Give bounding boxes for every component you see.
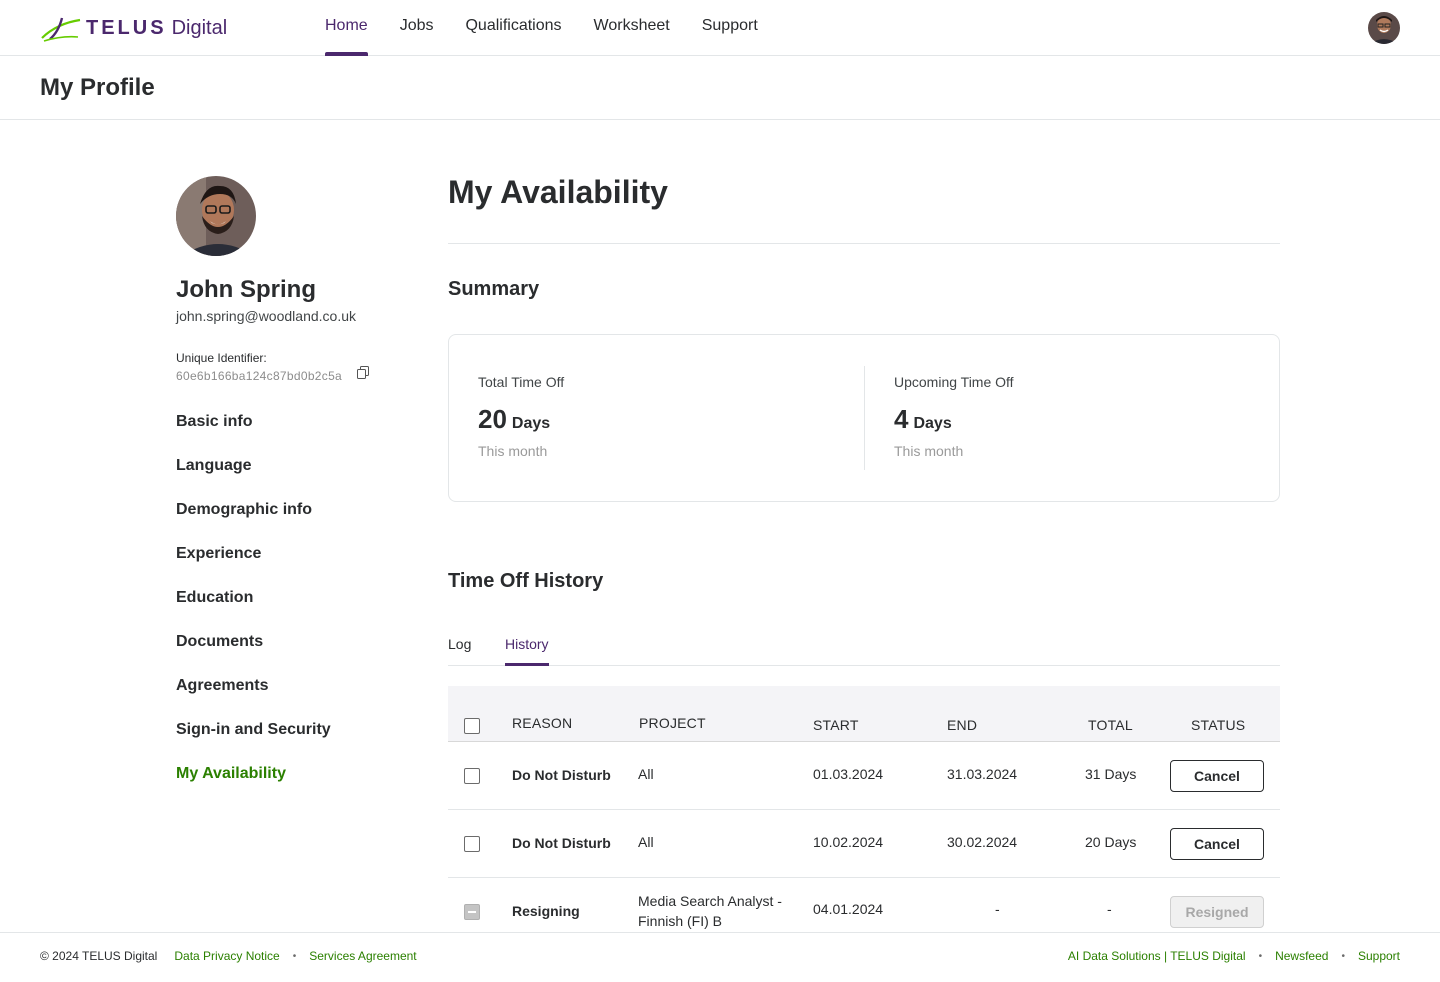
upcoming-time-off-stat: Upcoming Time Off 4 Days This month <box>894 374 1014 459</box>
footer-link-newsfeed[interactable]: Newsfeed <box>1275 949 1329 963</box>
table-row: Do Not Disturb All 10.02.2024 30.02.2024… <box>448 810 1280 878</box>
column-end: END <box>947 717 978 733</box>
main-title: My Availability <box>448 174 668 210</box>
tab-history[interactable]: History <box>505 636 549 666</box>
footer: © 2024 TELUS Digital Data Privacy Notice… <box>0 932 1440 982</box>
table-row: Do Not Disturb All 01.03.2024 31.03.2024… <box>448 742 1280 810</box>
avatar <box>1368 12 1400 44</box>
column-total: TOTAL <box>1088 717 1133 733</box>
stat-unit: Days <box>511 415 551 432</box>
cell-start: 10.02.2024 <box>813 834 884 850</box>
stat-value: 20 Days <box>478 404 564 435</box>
cell-total: 31 Days <box>1085 766 1137 782</box>
row-checkbox[interactable] <box>464 768 480 784</box>
cancel-button[interactable]: Cancel <box>1170 828 1264 860</box>
unique-identifier-label: Unique Identifier: <box>176 351 267 365</box>
telus-logo-icon <box>41 17 81 42</box>
summary-title: Summary <box>448 278 540 300</box>
avatar <box>176 176 256 256</box>
column-status: STATUS <box>1191 717 1246 733</box>
nav-jobs[interactable]: Jobs <box>399 17 434 34</box>
cancel-button[interactable]: Cancel <box>1170 760 1264 792</box>
sidebar-item-basic-info[interactable]: Basic info <box>176 413 253 430</box>
stat-label: Upcoming Time Off <box>894 374 1014 390</box>
cell-start: 04.01.2024 <box>813 901 884 917</box>
sidebar-item-sign-in-security[interactable]: Sign-in and Security <box>176 721 331 738</box>
sidebar-item-agreements[interactable]: Agreements <box>176 677 269 694</box>
time-off-history-title: Time Off History <box>448 570 604 592</box>
stat-label: Total Time Off <box>478 374 565 390</box>
row-checkbox[interactable] <box>464 904 480 920</box>
unique-identifier-value: 60e6b166ba124c87bd0b2c5a <box>176 369 343 383</box>
summary-card: Total Time Off 20 Days This month Upcomi… <box>448 334 1280 502</box>
cell-reason: Resigning <box>512 903 580 919</box>
cell-start: 01.03.2024 <box>813 766 884 782</box>
nav-worksheet[interactable]: Worksheet <box>593 17 670 34</box>
sidebar-item-language[interactable]: Language <box>176 457 252 474</box>
row-checkbox[interactable] <box>464 836 480 852</box>
footer-right: AI Data Solutions | TELUS Digital • News… <box>1068 949 1400 963</box>
copyright: © 2024 TELUS Digital <box>40 949 158 963</box>
resigned-status-button: Resigned <box>1170 896 1264 928</box>
footer-link-data-privacy[interactable]: Data Privacy Notice <box>174 949 280 963</box>
cell-total: - <box>1107 901 1112 917</box>
profile-avatar <box>176 176 256 256</box>
history-tabs: Log History <box>448 630 1280 666</box>
sidebar-item-demographic-info[interactable]: Demographic info <box>176 501 313 518</box>
logo-wordmark: TELUS <box>86 16 167 39</box>
footer-link-ai-data-solutions[interactable]: AI Data Solutions | TELUS Digital <box>1067 949 1246 963</box>
cell-project: All <box>638 766 654 782</box>
sidebar-item-experience[interactable]: Experience <box>176 545 262 562</box>
tab-log[interactable]: Log <box>448 636 472 652</box>
column-start: START <box>813 717 859 733</box>
sidebar-item-my-availability[interactable]: My Availability <box>176 765 286 782</box>
footer-link-support[interactable]: Support <box>1357 949 1400 963</box>
column-reason: REASON <box>512 715 573 731</box>
profile-sidebar-menu: Basic info Language Demographic info Exp… <box>176 410 396 806</box>
divider <box>448 243 1280 244</box>
divider <box>864 366 865 470</box>
page-header: My Profile <box>0 56 1440 120</box>
separator: • <box>292 950 297 962</box>
cell-reason: Do Not Disturb <box>512 767 611 783</box>
time-off-table: REASON PROJECT START END TOTAL STATUS Do… <box>448 686 1280 946</box>
nav-home[interactable]: Home <box>325 0 368 56</box>
stat-period: This month <box>478 443 548 459</box>
user-avatar-menu[interactable] <box>1368 12 1400 44</box>
cell-end: - <box>995 901 1000 917</box>
table-row: Resigning Media Search Analyst - Finnish… <box>448 878 1280 946</box>
cell-project: Media Search Analyst - Finnish (FI) B <box>638 893 782 929</box>
cell-total: 20 Days <box>1085 834 1137 850</box>
main-nav: Home Jobs Qualifications Worksheet Suppo… <box>325 0 790 56</box>
profile-email: john.spring@woodland.co.uk <box>176 308 356 324</box>
footer-left: © 2024 TELUS Digital Data Privacy Notice… <box>40 949 417 963</box>
page-title: My Profile <box>40 74 155 101</box>
column-project: PROJECT <box>639 715 706 731</box>
cell-project: All <box>638 834 654 850</box>
telus-digital-logo[interactable]: TELUS Digital <box>40 14 227 42</box>
stat-unit: Days <box>913 415 952 432</box>
stat-number: 20 <box>478 404 507 434</box>
sidebar-item-education[interactable]: Education <box>176 589 254 606</box>
stat-number: 4 <box>894 404 909 434</box>
separator: • <box>1341 950 1345 962</box>
select-all-checkbox[interactable] <box>464 718 480 734</box>
profile-name: John Spring <box>176 276 316 303</box>
stat-value: 4 Days <box>894 404 1014 435</box>
cell-end: 30.02.2024 <box>947 834 1018 850</box>
nav-support[interactable]: Support <box>701 17 758 34</box>
copy-icon[interactable] <box>357 366 369 379</box>
top-navigation-bar: TELUS Digital Home Jobs Qualifications W… <box>0 0 1440 56</box>
total-time-off-stat: Total Time Off 20 Days This month <box>478 374 564 459</box>
cell-end: 31.03.2024 <box>947 766 1018 782</box>
footer-link-services-agreement[interactable]: Services Agreement <box>309 949 417 963</box>
nav-qualifications[interactable]: Qualifications <box>465 17 562 34</box>
logo-suffix: Digital <box>171 16 228 39</box>
stat-period: This month <box>894 443 964 459</box>
sidebar-item-documents[interactable]: Documents <box>176 633 264 650</box>
table-header: REASON PROJECT START END TOTAL STATUS <box>448 686 1280 742</box>
separator: • <box>1258 950 1263 962</box>
cell-reason: Do Not Disturb <box>512 835 611 851</box>
